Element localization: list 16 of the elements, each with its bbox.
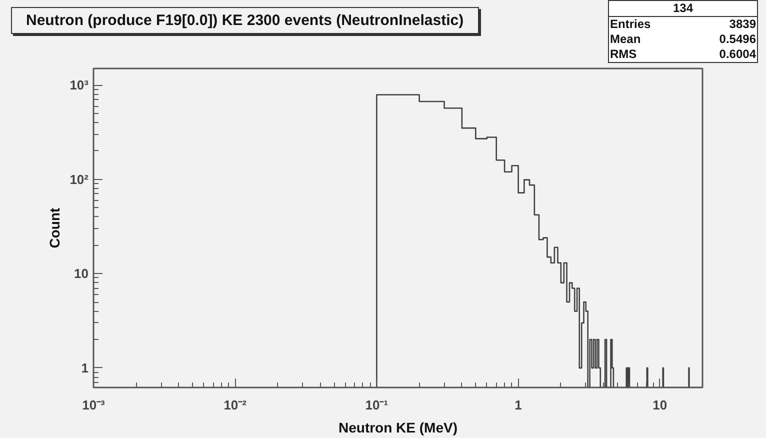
y-tick-label: 1 [81, 360, 89, 376]
text: Mean 0.5496 [610, 32, 756, 46]
x-tick-label: 10⁻² [224, 398, 248, 412]
x-axis-title: Neutron KE (MeV) [338, 420, 458, 436]
x-tick-label: 1 [514, 398, 522, 412]
y-axis-title: Count [46, 207, 63, 248]
x-tick-label: 10⁻¹ [365, 398, 388, 412]
chart-title: Neutron (produce F19[0.0]) KE 2300 events (NeutronInelastic) [11, 7, 479, 34]
y-tick-label: 10 [74, 266, 89, 282]
text: 134 [608, 0, 758, 16]
y-tick-label: 10³ [70, 78, 90, 93]
x-tick-label: 10⁻³ [82, 398, 106, 412]
x-tick-label: 10 [652, 398, 668, 412]
text: RMS 0.6004 [610, 47, 756, 61]
text: Entries 3839 [610, 17, 756, 31]
y-tick-label: 10² [70, 172, 90, 187]
